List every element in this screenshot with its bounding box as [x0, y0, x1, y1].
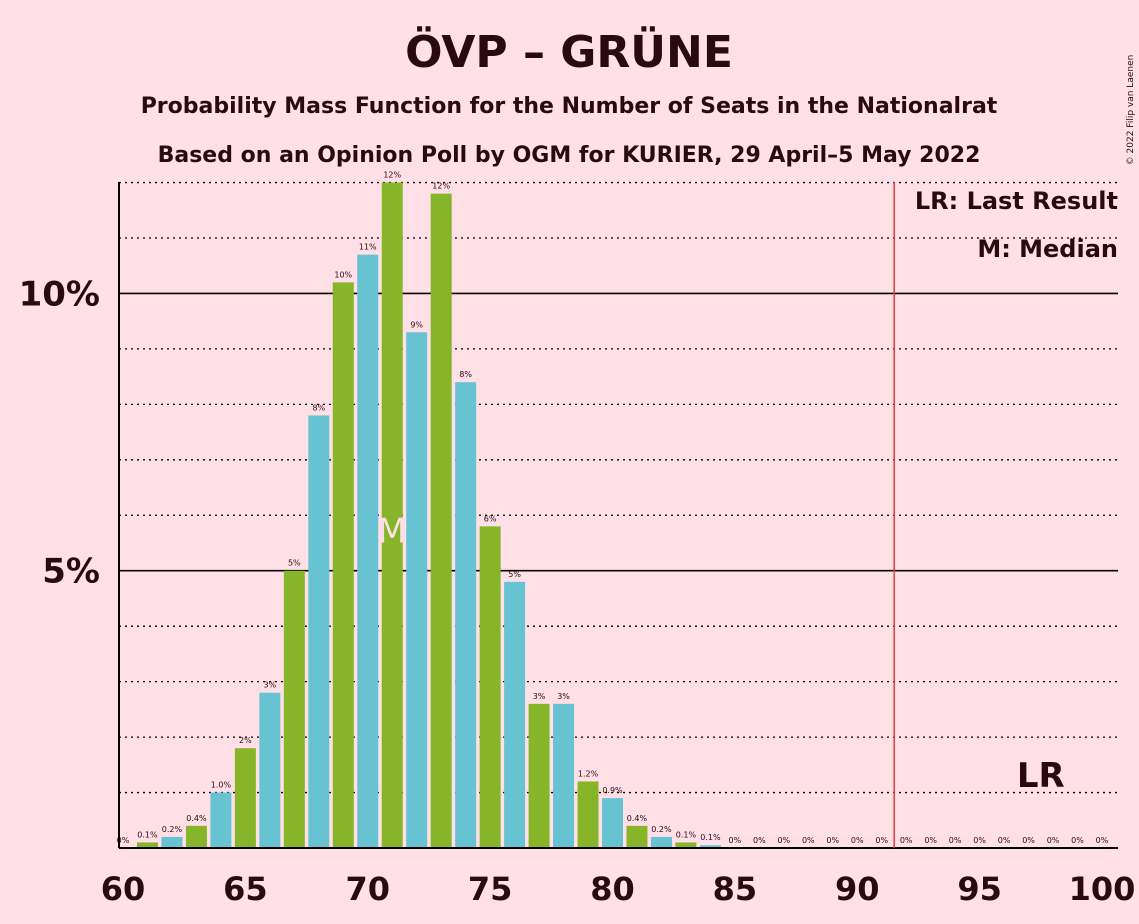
bar-label: 0%	[729, 836, 742, 845]
chart-subtitle-1: Probability Mass Function for the Number…	[141, 94, 998, 119]
bar-seat-78	[553, 703, 575, 848]
grid-lines	[119, 181, 1118, 794]
x-tick-label: 70	[345, 870, 390, 908]
bar-label: 10%	[334, 270, 352, 279]
bar-seat-77	[528, 703, 550, 848]
bar-seat-72	[406, 332, 428, 849]
bar-label: 0%	[973, 836, 986, 845]
bar-seat-80	[602, 798, 623, 848]
bar-label: 8%	[459, 370, 472, 379]
bar-label: 1.2%	[578, 769, 599, 778]
bar-seat-66	[259, 692, 281, 848]
bar-label: 2%	[239, 736, 252, 745]
bar-label: 0.2%	[651, 825, 672, 834]
bar-label: 8%	[312, 403, 325, 412]
bar-label: 0%	[949, 836, 962, 845]
bar-label: 0%	[851, 836, 864, 845]
x-tick-label: 100	[1069, 870, 1136, 908]
x-tick-label: 75	[468, 870, 513, 908]
bar-label: 1.0%	[211, 781, 232, 790]
bar-label: 0%	[998, 836, 1011, 845]
bar-label: 0.4%	[627, 814, 648, 823]
bar-label: 6%	[484, 514, 497, 523]
x-tick-label: 65	[223, 870, 268, 908]
bar-label: 0%	[1071, 836, 1084, 845]
y-tick-label: 5%	[42, 552, 100, 592]
bar-label: 0%	[802, 836, 815, 845]
bar-seat-63	[185, 825, 207, 848]
bar-label: 12%	[432, 182, 450, 191]
bar-seat-81	[626, 825, 648, 848]
bar-label: 0.2%	[162, 825, 183, 834]
bar-seat-76	[504, 581, 526, 848]
bar-label: 5%	[508, 570, 521, 579]
bar-label: 0%	[1047, 836, 1060, 845]
bar-seat-83	[675, 842, 697, 848]
last-result-marker: LR	[1017, 756, 1065, 796]
bar-seat-71	[381, 182, 403, 848]
x-tick-label: 60	[101, 870, 146, 908]
bar-seat-79	[577, 781, 599, 848]
bar-seat-70	[357, 254, 379, 849]
axes-group: LR 5% 10% 60 65 70 75 80 85 90 95 100	[19, 182, 1136, 908]
bar-label: 0%	[753, 836, 766, 845]
bar-label: 0.1%	[676, 830, 697, 839]
bar-label: 5%	[288, 559, 301, 568]
y-tick-label: 10%	[19, 274, 100, 314]
bar-label: 3%	[557, 692, 570, 701]
bar-label: 0%	[924, 836, 937, 845]
bar-label: 9%	[410, 320, 423, 329]
legend-last-result: LR: Last Result	[915, 187, 1118, 215]
bar-label: 0.4%	[186, 814, 207, 823]
bar-seat-61	[136, 842, 158, 848]
x-tick-label: 85	[713, 870, 758, 908]
bar-seat-68	[308, 415, 330, 848]
bar-seat-73	[430, 193, 452, 849]
copyright-text: © 2022 Filip van Laenen	[1126, 55, 1136, 166]
median-marker: M	[378, 511, 407, 551]
chart-title: ÖVP – GRÜNE	[405, 25, 733, 78]
bar-seat-75	[479, 526, 501, 848]
x-tick-label: 95	[957, 870, 1002, 908]
bar-seat-69	[332, 282, 354, 848]
bar-label: 0%	[875, 836, 888, 845]
bars-group: 0%0.1%0.2%0.4%1.0%2%3%5%8%10%11%12%M9%12…	[117, 171, 1109, 849]
x-tick-label: 90	[835, 870, 880, 908]
bar-seat-67	[283, 570, 305, 848]
chart-subtitle-2: Based on an Opinion Poll by OGM for KURI…	[158, 143, 981, 168]
bar-label: 0.1%	[137, 830, 158, 839]
bar-label: 0%	[777, 836, 790, 845]
x-tick-label: 80	[590, 870, 635, 908]
bar-label: 11%	[359, 243, 377, 252]
bar-label: 3%	[533, 692, 546, 701]
bar-label: 0%	[826, 836, 839, 845]
bar-seat-84	[699, 845, 721, 848]
bar-seat-82	[650, 836, 672, 848]
bar-label: 0%	[1096, 836, 1109, 845]
bar-seat-65	[234, 748, 256, 848]
bar-label: 0%	[900, 836, 913, 845]
bar-seat-74	[455, 382, 477, 848]
bar-label: 0.1%	[700, 833, 721, 842]
legend-median: M: Median	[977, 235, 1118, 263]
bar-label: 3%	[263, 681, 276, 690]
bar-seat-62	[161, 836, 183, 848]
bar-label: 0.9%	[602, 786, 623, 795]
bar-label: 0%	[117, 836, 130, 845]
bar-label: 12%	[383, 171, 401, 180]
bar-seat-64	[210, 792, 232, 848]
bar-label: 0%	[1022, 836, 1035, 845]
